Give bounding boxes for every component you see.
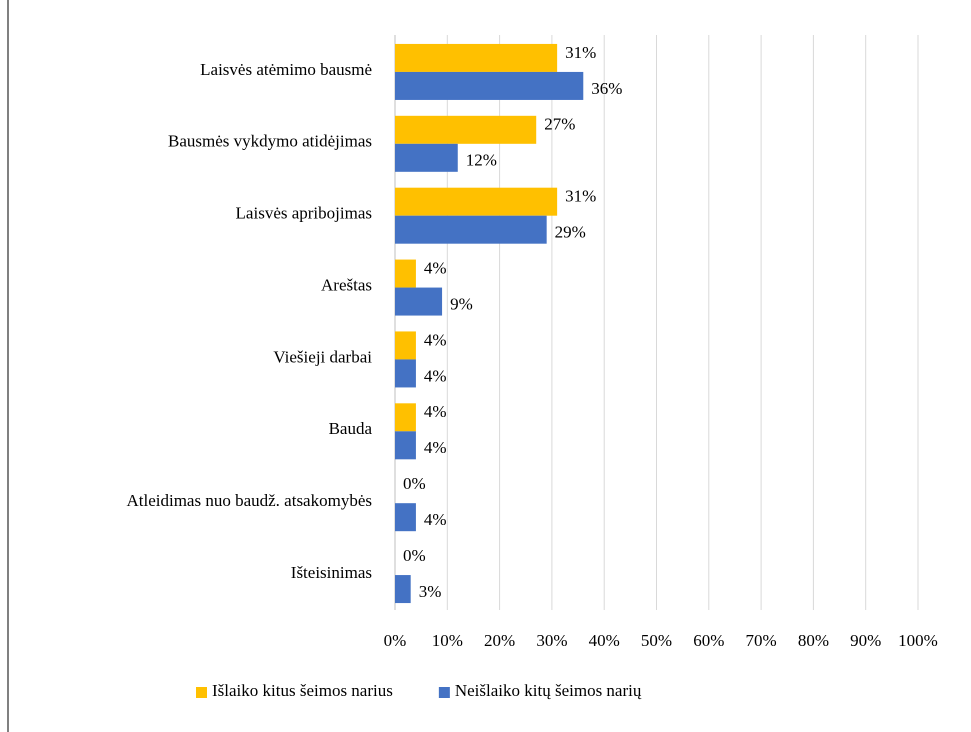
legend-label: Neišlaiko kitų šeimos narių [455, 681, 642, 700]
bar [395, 115, 537, 144]
bar [395, 187, 558, 216]
y-tick-label: Viešieji darbai [273, 347, 372, 366]
data-label: 0% [403, 546, 426, 565]
data-label: 31% [565, 43, 596, 62]
bar [395, 503, 416, 532]
x-tick-label: 10% [432, 631, 463, 650]
data-label: 4% [424, 438, 447, 457]
bar [395, 71, 584, 100]
data-label: 12% [466, 151, 497, 170]
data-label: 4% [424, 510, 447, 529]
y-tick-label: Išteisinimas [291, 563, 372, 582]
legend-swatch [438, 687, 450, 698]
bar [395, 359, 416, 388]
y-tick-label: Laisvės apribojimas [236, 204, 372, 223]
data-label: 4% [424, 366, 447, 385]
legend-swatch [196, 687, 207, 698]
data-label: 31% [565, 187, 596, 206]
y-tick-label: Bausmės vykdymo atidėjimas [168, 132, 372, 151]
x-tick-label: 60% [693, 631, 724, 650]
bar [395, 43, 558, 72]
y-tick-label: Areštas [321, 275, 372, 294]
data-label: 0% [403, 474, 426, 493]
bar [395, 331, 416, 360]
data-label: 36% [591, 79, 622, 98]
data-label: 3% [419, 582, 442, 601]
x-tick-label: 90% [850, 631, 881, 650]
data-label: 9% [450, 294, 473, 313]
data-label: 29% [555, 223, 586, 242]
x-tick-label: 0% [384, 631, 407, 650]
data-label: 4% [424, 330, 447, 349]
x-tick-label: 50% [641, 631, 672, 650]
x-tick-label: 20% [484, 631, 515, 650]
y-tick-label: Atleidimas nuo baudž. atsakomybės [126, 491, 372, 510]
bar [395, 403, 416, 432]
x-tick-label: 100% [898, 631, 938, 650]
bar [395, 215, 547, 244]
x-tick-label: 30% [536, 631, 567, 650]
y-tick-label: Laisvės atėmimo bausmė [200, 60, 372, 79]
bar [395, 259, 416, 288]
data-label: 4% [424, 258, 447, 277]
legend-label: Išlaiko kitus šeimos narius [212, 681, 393, 700]
data-label: 27% [544, 115, 575, 134]
bar [395, 575, 411, 604]
bar [395, 287, 443, 316]
data-label: 4% [424, 402, 447, 421]
x-tick-label: 40% [589, 631, 620, 650]
bar [395, 431, 416, 460]
y-tick-label: Bauda [329, 419, 373, 438]
bar [395, 143, 458, 172]
x-tick-label: 70% [746, 631, 777, 650]
x-tick-label: 80% [798, 631, 829, 650]
